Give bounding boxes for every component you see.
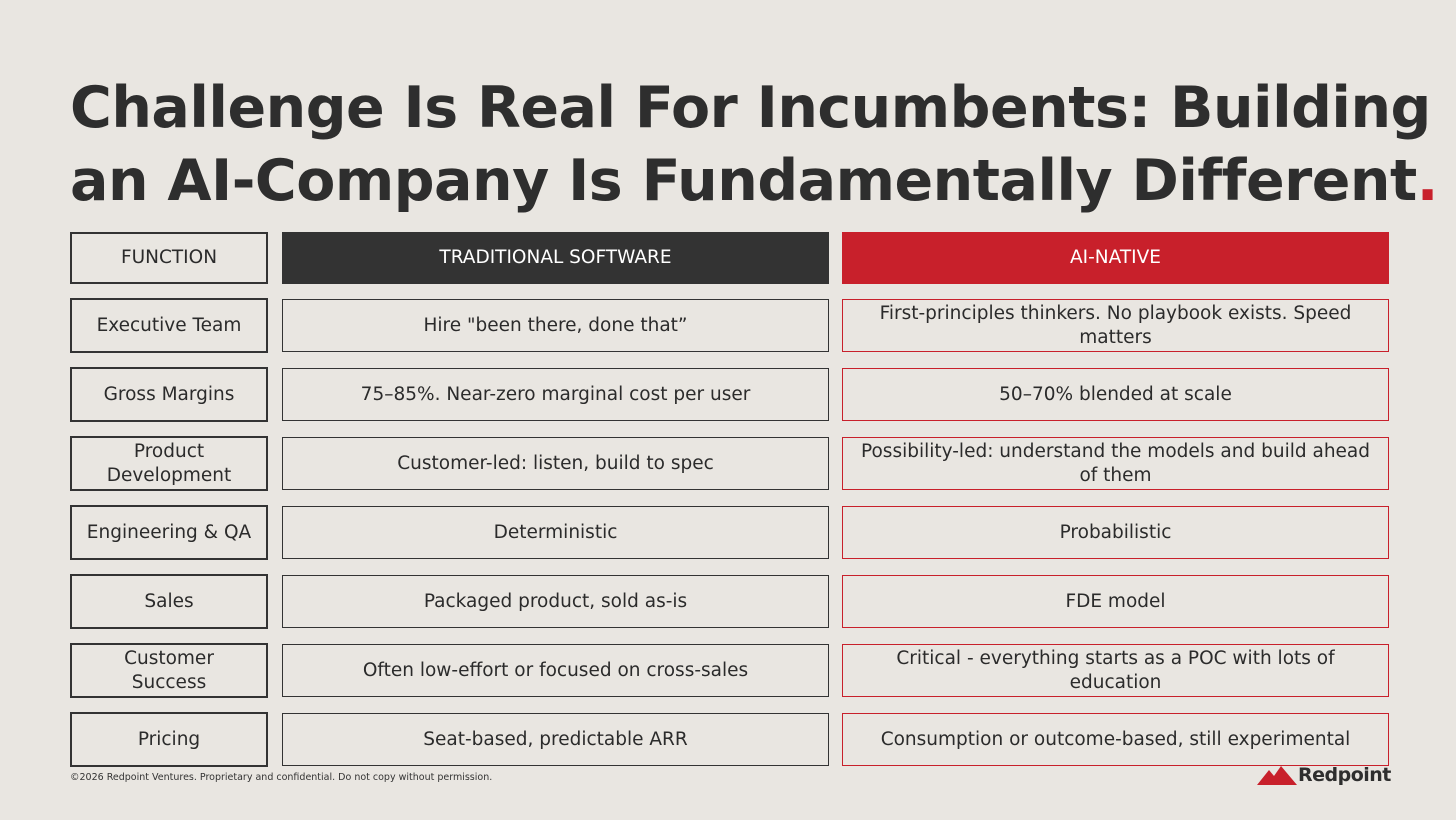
footer: ©2026 Redpoint Ventures. Proprietary and… [70,772,493,783]
table-cell: Critical - everything starts as a POC wi… [842,644,1389,697]
title-line: an AI-Company Is Fundamentally Different… [70,145,1438,218]
table-cell: Executive Team [70,298,268,353]
title: Challenge Is Real For Incumbents: Buildi… [70,72,1438,218]
table-cell: TRADITIONAL SOFTWARE [282,232,829,284]
table-cell: Customer-led: listen, build to spec [282,437,829,490]
table-cell: Consumption or outcome-based, still expe… [842,713,1389,766]
table-cell: Seat-based, predictable ARR [282,713,829,766]
table-cell: Product Development [70,436,268,491]
table-cell: Often low-effort or focused on cross-sal… [282,644,829,697]
table-cell: Sales [70,574,268,629]
title-text: an AI-Company Is Fundamentally Different [70,148,1417,214]
title-line: Challenge Is Real For Incumbents: Buildi… [70,75,1431,141]
table-cell: Pricing [70,712,268,767]
table-cell: FUNCTION [70,232,268,284]
logo-text: Redpoint [1298,764,1391,786]
table-cell: Possibility-led: understand the models a… [842,437,1389,490]
table-cell: 50–70% blended at scale [842,368,1389,421]
table-cell: Deterministic [282,506,829,559]
table-cell: AI-NATIVE [842,232,1389,284]
table-cell: Engineering & QA [70,505,268,560]
table-cell: First-principles thinkers. No playbook e… [842,299,1389,352]
table-cell: 75–85%. Near-zero marginal cost per user [282,368,829,421]
logo: Redpoint [1257,764,1391,790]
table-cell: Customer Success [70,643,268,698]
table-cell: Probabilistic [842,506,1389,559]
table-cell: Gross Margins [70,367,268,422]
table-cell: Packaged product, sold as-is [282,575,829,628]
logo-icon [1257,766,1297,785]
title-mark: . [1416,148,1439,214]
table-cell: FDE model [842,575,1389,628]
table-cell: Hire "been there, done that” [282,299,829,352]
